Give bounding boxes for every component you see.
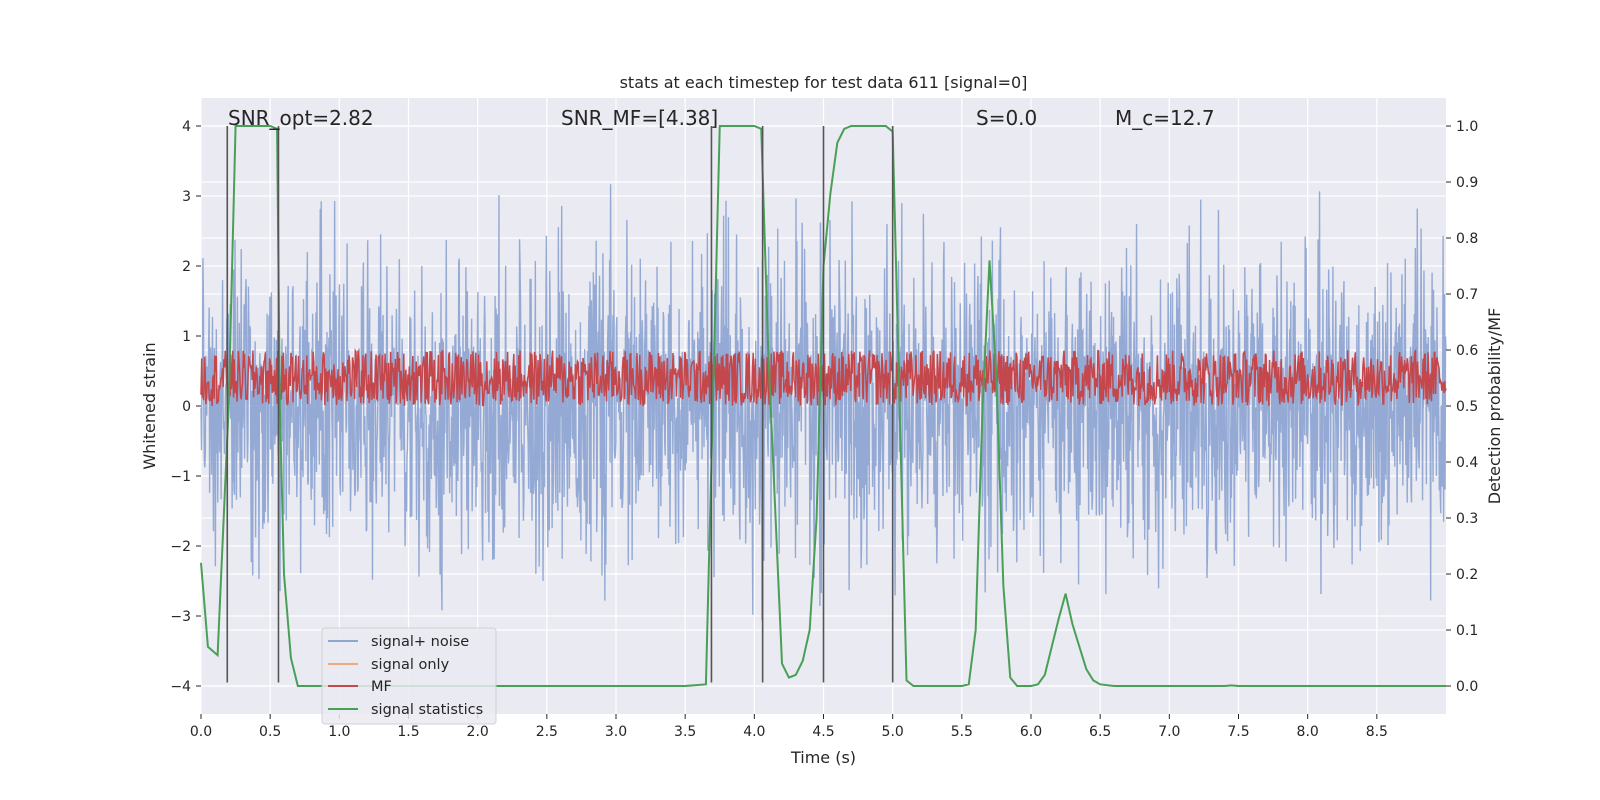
x-tick-label: 3.0 bbox=[605, 724, 627, 740]
x-tick-label: 7.5 bbox=[1227, 724, 1249, 740]
x-tick-label: 8.5 bbox=[1366, 724, 1388, 740]
right-y-tick-label: 1.0 bbox=[1456, 119, 1478, 135]
legend-label-signal-statistics: signal statistics bbox=[371, 702, 483, 718]
right-y-tick-label: 0.8 bbox=[1456, 231, 1478, 247]
left-y-tick-label: −2 bbox=[170, 539, 191, 555]
left-y-tick-label: 3 bbox=[182, 189, 191, 205]
legend-label-signal-noise: signal+ noise bbox=[371, 634, 469, 650]
legend-label-signal-only: signal only bbox=[371, 657, 450, 673]
left-y-axis-ticks: −4 −3 −2 −1 0 1 2 3 4 bbox=[170, 119, 201, 695]
x-tick-label: 1.5 bbox=[397, 724, 419, 740]
right-y-axis-label: Detection probability/MF bbox=[1485, 308, 1504, 505]
x-tick-label: 6.5 bbox=[1089, 724, 1111, 740]
right-y-tick-label: 0.2 bbox=[1456, 567, 1478, 583]
left-y-tick-label: 2 bbox=[182, 259, 191, 275]
annotation-mc-value: M_c=12.7 bbox=[1115, 106, 1215, 130]
annotation-snr-mf: SNR_MF=[4.38] bbox=[561, 106, 718, 130]
x-tick-label: 1.0 bbox=[328, 724, 350, 740]
x-axis-label: Time (s) bbox=[790, 748, 856, 767]
legend-box bbox=[321, 627, 497, 725]
legend: signal+ noise signal only MF signal stat… bbox=[321, 627, 497, 725]
left-y-tick-label: 4 bbox=[182, 119, 191, 135]
x-tick-label: 6.0 bbox=[1020, 724, 1042, 740]
x-tick-label: 5.0 bbox=[882, 724, 904, 740]
vertical-lines bbox=[226, 126, 894, 683]
right-y-axis-ticks: 0.0 0.1 0.2 0.3 0.4 0.5 0.6 0.7 0.8 0.9 1.0 bbox=[1446, 119, 1478, 695]
left-y-tick-label: −4 bbox=[170, 679, 191, 695]
x-tick-label: 0.5 bbox=[259, 724, 281, 740]
x-tick-label: 5.5 bbox=[951, 724, 973, 740]
legend-label-mf: MF bbox=[371, 679, 392, 695]
x-tick-label: 3.5 bbox=[674, 724, 696, 740]
chart-title: stats at each timestep for test data 611… bbox=[620, 73, 1028, 92]
x-tick-label: 4.5 bbox=[812, 724, 834, 740]
x-tick-label: 0.0 bbox=[190, 724, 212, 740]
x-tick-label: 4.0 bbox=[743, 724, 765, 740]
signal-statistics-series bbox=[200, 125, 1446, 687]
x-axis-ticks: 0.0 0.5 1.0 1.5 2.0 2.5 3.0 3.5 4.0 4.5 5.0 5.5 6.0 6… bbox=[190, 714, 1388, 740]
left-y-tick-label: −3 bbox=[170, 609, 191, 625]
signal-statistics-line bbox=[200, 125, 1446, 687]
x-tick-label: 2.0 bbox=[467, 724, 489, 740]
left-y-tick-label: 1 bbox=[182, 329, 191, 345]
right-y-tick-label: 0.7 bbox=[1456, 287, 1478, 303]
annotation-s-value: S=0.0 bbox=[976, 106, 1037, 130]
right-y-tick-label: 0.0 bbox=[1456, 679, 1478, 695]
x-tick-label: 2.5 bbox=[536, 724, 558, 740]
x-tick-label: 7.0 bbox=[1158, 724, 1180, 740]
right-y-tick-label: 0.5 bbox=[1456, 399, 1478, 415]
right-y-tick-label: 0.3 bbox=[1456, 511, 1478, 527]
right-y-tick-label: 0.6 bbox=[1456, 343, 1478, 359]
right-y-tick-label: 0.4 bbox=[1456, 455, 1478, 471]
left-y-tick-label: −1 bbox=[170, 469, 191, 485]
left-y-tick-label: 0 bbox=[182, 399, 191, 415]
right-y-tick-label: 0.9 bbox=[1456, 175, 1478, 191]
x-tick-label: 8.0 bbox=[1297, 724, 1319, 740]
annotation-snr-opt: SNR_opt=2.82 bbox=[228, 106, 374, 130]
left-y-axis-label: Whitened strain bbox=[140, 342, 159, 469]
right-y-tick-label: 0.1 bbox=[1456, 623, 1478, 639]
